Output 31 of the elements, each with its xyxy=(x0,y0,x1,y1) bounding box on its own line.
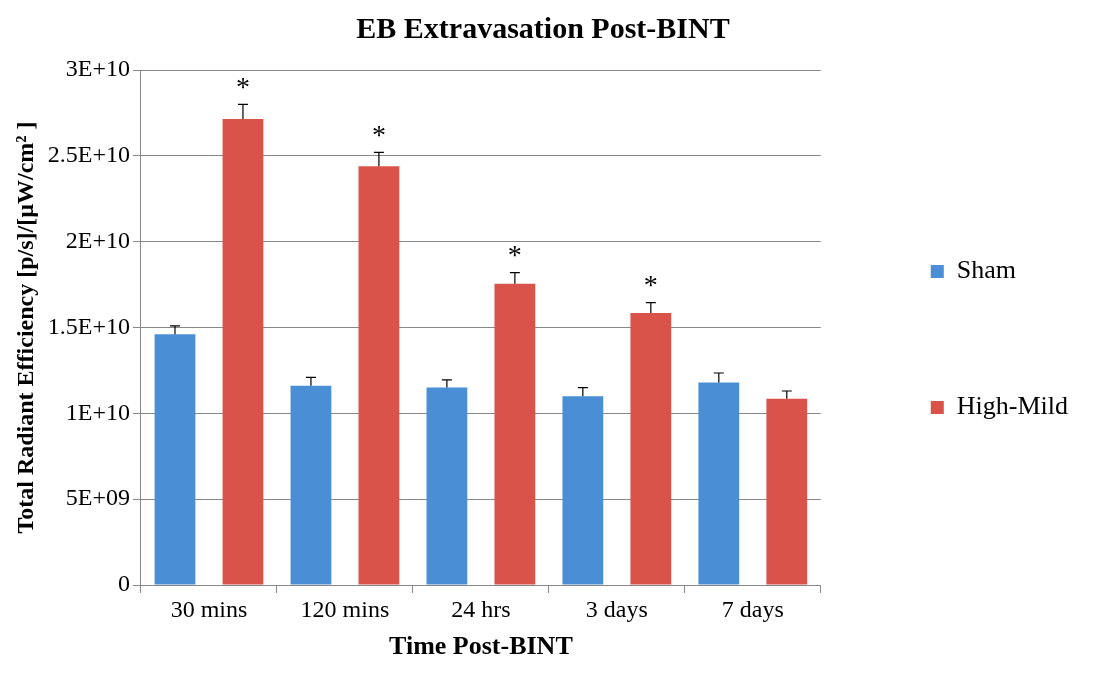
bar xyxy=(154,334,196,585)
y-tick-label: 1E+10 xyxy=(65,398,130,425)
y-tick-label: 1.5E+10 xyxy=(47,312,130,339)
chart-title: EB Extravasation Post-BINT xyxy=(356,10,730,44)
annotation: * xyxy=(235,70,250,102)
x-tick-label: 24 hrs xyxy=(451,595,511,622)
y-tick-label: 3E+10 xyxy=(65,55,130,82)
y-tick-label: 5E+09 xyxy=(65,484,130,511)
annotation: * xyxy=(371,118,386,150)
x-tick-label: 120 mins xyxy=(300,595,390,622)
y-tick-label: 2E+10 xyxy=(65,226,130,253)
x-tick-label: 3 days xyxy=(585,595,648,622)
x-axis-title: Time Post-BINT xyxy=(389,631,573,661)
legend-label: High-Mild xyxy=(956,391,1069,421)
bar xyxy=(562,396,604,585)
annotation: * xyxy=(643,268,658,300)
bar xyxy=(290,385,332,585)
bar xyxy=(426,387,468,585)
annotation: * xyxy=(507,238,522,270)
bar xyxy=(358,166,400,585)
y-axis-title: Total Radiant Efficiency [p/s]/[µW/cm² ] xyxy=(11,121,38,534)
bar xyxy=(698,382,740,585)
x-tick-label: 30 mins xyxy=(170,595,248,622)
bar xyxy=(766,398,808,585)
bar xyxy=(494,283,536,585)
y-tick-label: 2.5E+10 xyxy=(47,141,130,168)
x-tick-label: 7 days xyxy=(721,595,784,622)
bar xyxy=(222,118,264,585)
y-tick-label: 0 xyxy=(118,570,130,597)
legend-label: Sham xyxy=(956,255,1017,285)
bar xyxy=(630,312,672,585)
